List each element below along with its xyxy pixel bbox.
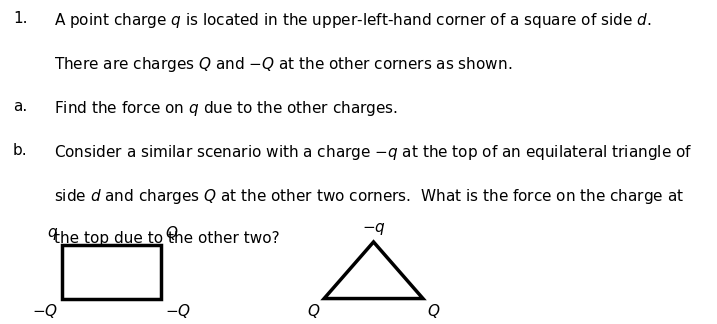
Text: There are charges $Q$ and $-Q$ at the other corners as shown.: There are charges $Q$ and $-Q$ at the ot… [54, 55, 512, 74]
Text: Consider a similar scenario with a charge $-q$ at the top of an equilateral tria: Consider a similar scenario with a charg… [54, 143, 692, 162]
Text: $Q$: $Q$ [166, 224, 179, 242]
Text: A point charge $q$ is located in the upper-left-hand corner of a square of side : A point charge $q$ is located in the upp… [54, 11, 651, 30]
Text: the top due to the other two?: the top due to the other two? [54, 231, 280, 246]
Text: $q$: $q$ [47, 226, 58, 242]
Text: $Q$: $Q$ [427, 302, 440, 320]
Text: $-q$: $-q$ [361, 221, 386, 237]
Text: $-Q$: $-Q$ [166, 302, 191, 320]
Text: Find the force on $q$ due to the other charges.: Find the force on $q$ due to the other c… [54, 99, 398, 118]
Text: side $d$ and charges $Q$ at the other two corners.  What is the force on the cha: side $d$ and charges $Q$ at the other tw… [54, 187, 684, 206]
Text: a.: a. [13, 99, 27, 114]
Text: $Q$: $Q$ [307, 302, 320, 320]
Text: $-Q$: $-Q$ [32, 302, 58, 320]
Text: b.: b. [13, 143, 28, 158]
Text: 1.: 1. [13, 11, 27, 26]
